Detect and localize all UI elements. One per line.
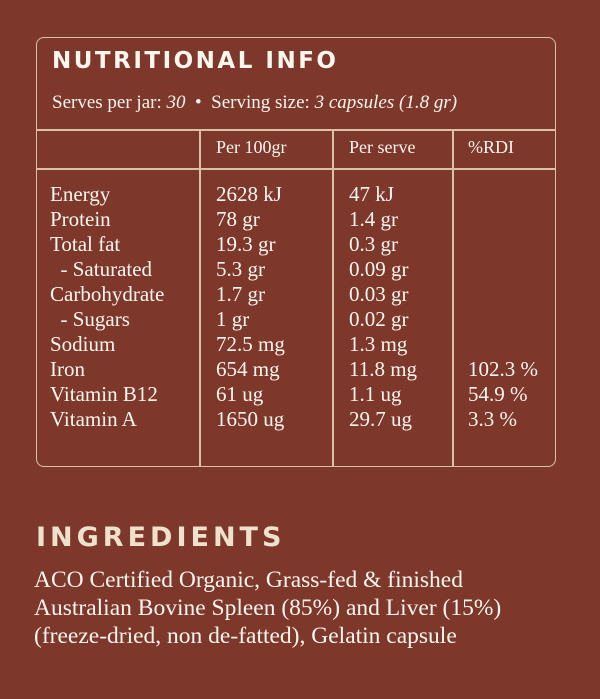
table-row: - Sugars 1 gr 0.02 gr xyxy=(37,307,555,332)
per100-value: 1650 ug xyxy=(216,407,285,431)
serving-info: Serves per jar: 30 • Serving size: 3 cap… xyxy=(52,92,457,114)
nutrient-name: - Saturated xyxy=(50,257,153,281)
perserve-value: 0.03 gr xyxy=(349,282,409,306)
column-header-perserve: Per serve xyxy=(349,137,416,157)
table-row: - Saturated 5.3 gr 0.09 gr xyxy=(37,257,555,282)
table-row: Carbohydrate 1.7 gr 0.03 gr xyxy=(37,282,555,307)
nutrition-rows: Energy 2628 kJ 47 kJ Protein 78 gr 1.4 gr Tota… xyxy=(37,182,555,432)
serving-label: Serving size: xyxy=(211,92,310,113)
per100-value: 19.3 gr xyxy=(216,232,276,256)
perserve-value: 47 kJ xyxy=(349,182,394,206)
nutrient-name: Sodium xyxy=(50,332,116,356)
nutrient-name: Energy xyxy=(50,182,111,206)
per100-value: 1.7 gr xyxy=(216,282,265,306)
per100-value: 2628 kJ xyxy=(216,182,282,206)
perserve-value: 0.09 gr xyxy=(349,257,409,281)
ingredients-line: Australian Bovine Spleen (85%) and Liver… xyxy=(34,595,502,621)
serves-value: 30 xyxy=(166,92,186,113)
column-header-per100: Per 100gr xyxy=(216,137,287,157)
nutrient-name: Vitamin B12 xyxy=(50,382,158,406)
column-divider xyxy=(452,129,454,466)
nutrient-name: Carbohydrate xyxy=(50,282,165,306)
perserve-value: 0.3 gr xyxy=(349,232,398,256)
nutrient-name: Iron xyxy=(50,357,85,381)
column-divider xyxy=(199,129,201,466)
serves-label: Serves per jar: xyxy=(52,92,162,113)
per100-value: 78 gr xyxy=(216,207,260,231)
ingredients-line: ACO Certified Organic, Grass-fed & finis… xyxy=(34,567,463,593)
table-row: Vitamin B12 61 ug 1.1 ug 54.9 % xyxy=(37,382,555,407)
perserve-value: 1.4 gr xyxy=(349,207,398,231)
column-header-rdi: %RDI xyxy=(468,137,514,157)
rdi-value: 102.3 % xyxy=(468,357,538,381)
perserve-value: 1.1 ug xyxy=(349,382,402,406)
per100-value: 61 ug xyxy=(216,382,264,406)
ingredients-line: (freeze-dried, non de-fatted), Gelatin c… xyxy=(34,623,457,649)
per100-value: 654 mg xyxy=(216,357,280,381)
separator-dot: • xyxy=(194,92,202,113)
per100-value: 72.5 mg xyxy=(216,332,285,356)
nutrient-name: Total fat xyxy=(50,232,121,256)
table-row: Protein 78 gr 1.4 gr xyxy=(37,207,555,232)
table-row: Total fat 19.3 gr 0.3 gr xyxy=(37,232,555,257)
rdi-value: 54.9 % xyxy=(468,382,528,406)
perserve-value: 11.8 mg xyxy=(349,357,418,381)
table-row: Iron 654 mg 11.8 mg 102.3 % xyxy=(37,357,555,382)
per100-value: 1 gr xyxy=(216,307,250,331)
ingredients-title: INGREDIENTS xyxy=(36,522,286,553)
nutrient-name: Protein xyxy=(50,207,111,231)
ingredients-text: ACO Certified Organic, Grass-fed & finis… xyxy=(34,566,594,650)
nutrient-name: Vitamin A xyxy=(50,407,137,431)
perserve-value: 0.02 gr xyxy=(349,307,409,331)
table-row: Energy 2628 kJ 47 kJ xyxy=(37,182,555,207)
perserve-value: 1.3 mg xyxy=(349,332,408,356)
divider xyxy=(37,168,555,170)
per100-value: 5.3 gr xyxy=(216,257,265,281)
divider xyxy=(37,129,555,131)
table-row: Sodium 72.5 mg 1.3 mg xyxy=(37,332,555,357)
rdi-value: 3.3 % xyxy=(468,407,517,431)
nutrient-name: - Sugars xyxy=(50,307,130,331)
nutrition-panel: NUTRITIONAL INFO Serves per jar: 30 • Se… xyxy=(36,37,556,467)
perserve-value: 29.7 ug xyxy=(349,407,412,431)
table-row: Vitamin A 1650 ug 29.7 ug 3.3 % xyxy=(37,407,555,432)
serving-value: 3 capsules (1.8 gr) xyxy=(314,92,458,113)
column-divider xyxy=(332,129,334,466)
nutrition-title: NUTRITIONAL INFO xyxy=(52,48,339,74)
